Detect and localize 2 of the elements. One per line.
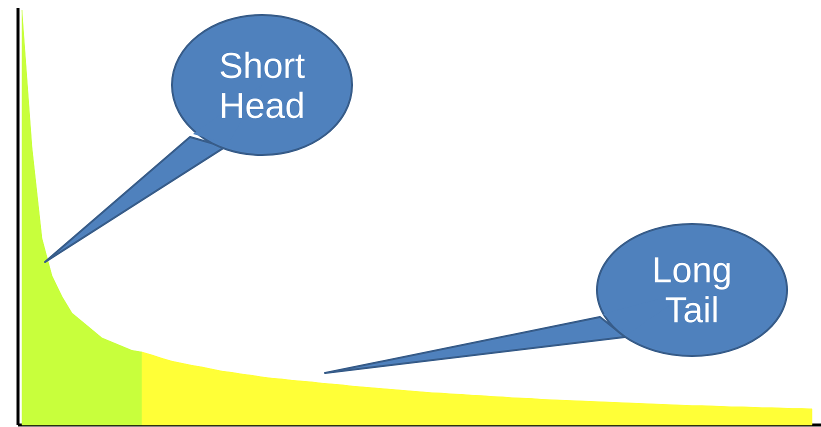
- annotation: Short Head: [220, 52, 305, 118]
- annotation: Long Tail: [654, 257, 730, 323]
